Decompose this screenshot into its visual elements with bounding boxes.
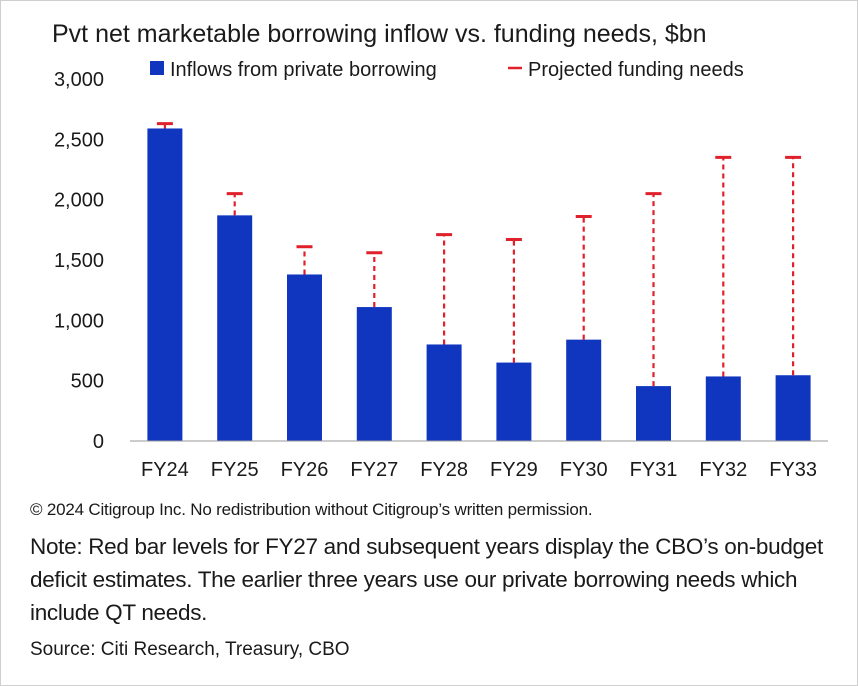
- x-tick-label: FY26: [281, 459, 329, 481]
- bar-fy33: [775, 375, 811, 441]
- chart-title: Pvt net marketable borrowing inflow vs. …: [52, 20, 707, 48]
- x-tick-label: FY33: [769, 459, 817, 481]
- legend: Inflows from private borrowing Projected…: [150, 59, 744, 81]
- bar-fy25: [217, 215, 253, 441]
- bar-fy26: [287, 274, 322, 441]
- bar-fy29: [496, 362, 532, 441]
- y-tick-label: 1,500: [54, 250, 104, 272]
- bar-fy31: [636, 386, 671, 441]
- x-tick-label: FY29: [490, 459, 538, 481]
- bar-fy28: [426, 344, 462, 441]
- x-tick-label: FY31: [630, 459, 678, 481]
- chart-note: Note: Red bar levels for FY27 and subseq…: [30, 534, 823, 625]
- x-tick-label: FY27: [350, 459, 398, 481]
- legend-label-funding: Projected funding needs: [528, 59, 744, 81]
- bar-fy24: [147, 128, 183, 441]
- y-tick-label: 500: [71, 371, 104, 393]
- y-axis: 0 500 1,000 1,500 2,000 2,500 3,000: [54, 69, 104, 453]
- y-tick-label: 2,000: [54, 190, 104, 212]
- x-tick-label: FY32: [699, 459, 747, 481]
- source-line: Source: Citi Research, Treasury, CBO: [30, 639, 350, 660]
- x-tick-label: FY30: [560, 459, 608, 481]
- chart: Pvt net marketable borrowing inflow vs. …: [52, 20, 828, 481]
- bar-fy30: [566, 339, 602, 441]
- copyright-notice: © 2024 Citigroup Inc. No redistribution …: [30, 500, 593, 519]
- x-axis: FY24 FY25 FY26 FY27 FY28 FY29 FY30 FY31 FY32 FY33: [130, 440, 828, 481]
- x-tick-label: FY25: [211, 459, 259, 481]
- y-tick-label: 3,000: [54, 69, 104, 91]
- legend-label-inflows: Inflows from private borrowing: [170, 59, 437, 81]
- y-tick-label: 2,500: [54, 129, 104, 151]
- x-tick-label: FY28: [420, 459, 468, 481]
- y-tick-label: 0: [93, 431, 104, 453]
- y-tick-label: 1,000: [54, 310, 104, 332]
- footer: © 2024 Citigroup Inc. No redistribution …: [30, 500, 840, 661]
- legend-swatch-inflows: [150, 61, 164, 75]
- x-tick-label: FY24: [141, 459, 189, 481]
- plot-area: [147, 122, 811, 441]
- bar-fy27: [356, 307, 392, 441]
- bar-fy32: [705, 376, 741, 441]
